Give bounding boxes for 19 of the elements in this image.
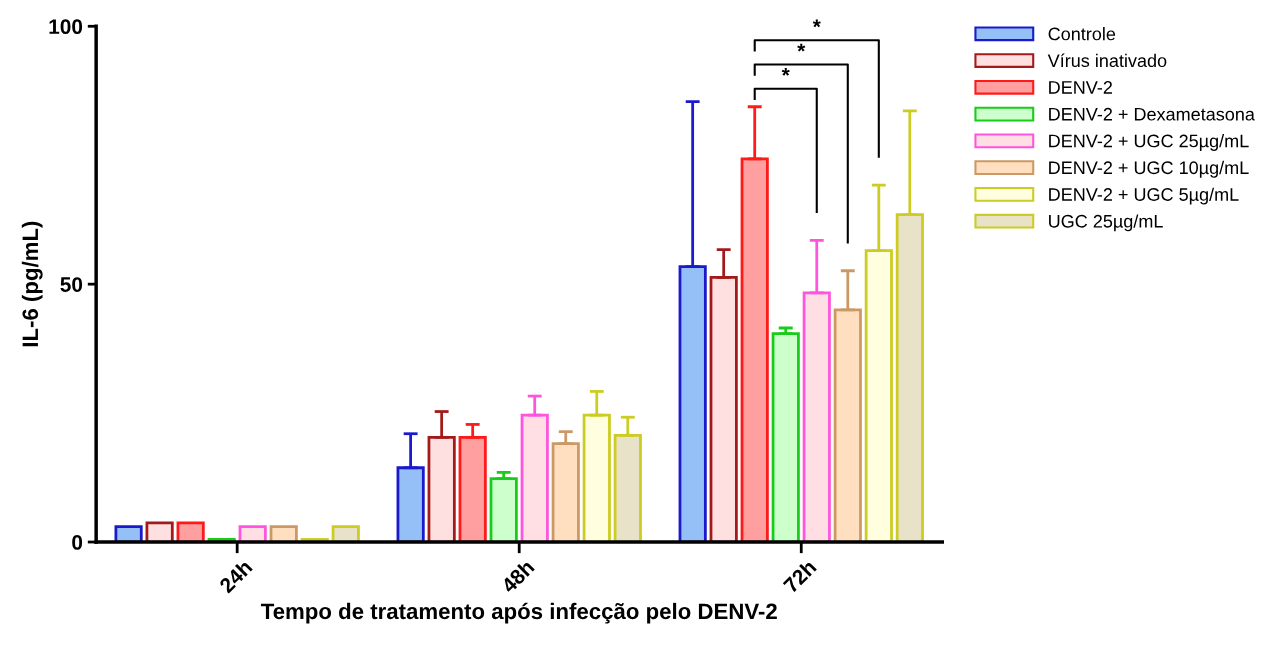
y-tick-label: 0 xyxy=(72,535,83,550)
legend-label: Controle xyxy=(1048,27,1116,41)
legend-label: DENV-2 xyxy=(1049,81,1112,94)
x-tick-label: 48h xyxy=(499,558,535,594)
annotation: * xyxy=(781,67,790,76)
legend-label: DENV-2 + UGC 5µg/mL xyxy=(1049,187,1239,205)
y-tick-label: 50 xyxy=(60,277,83,292)
y-axis-title: IL-6 (pg/mL) xyxy=(21,221,43,347)
legend-label: DENV-2 + UGC 25µg/mL xyxy=(1049,134,1249,151)
legend-label: DENV-2 + UGC 10µg/mL xyxy=(1049,160,1249,178)
legend-label: DENV-2 + Dexametasona xyxy=(1049,107,1255,121)
legend-label: UGC 25µg/mL xyxy=(1049,214,1163,232)
x-tick-label: 72h xyxy=(782,558,817,594)
x-axis-title: Tempo de tratamento após infecção pelo DENV-2 xyxy=(260,602,777,624)
x-tick-label: 24h xyxy=(218,558,253,594)
annotation: * xyxy=(812,19,821,28)
y-tick-label: 100 xyxy=(49,19,83,35)
annotation: * xyxy=(797,43,806,52)
legend-label: Vírus inativado xyxy=(1047,53,1167,68)
